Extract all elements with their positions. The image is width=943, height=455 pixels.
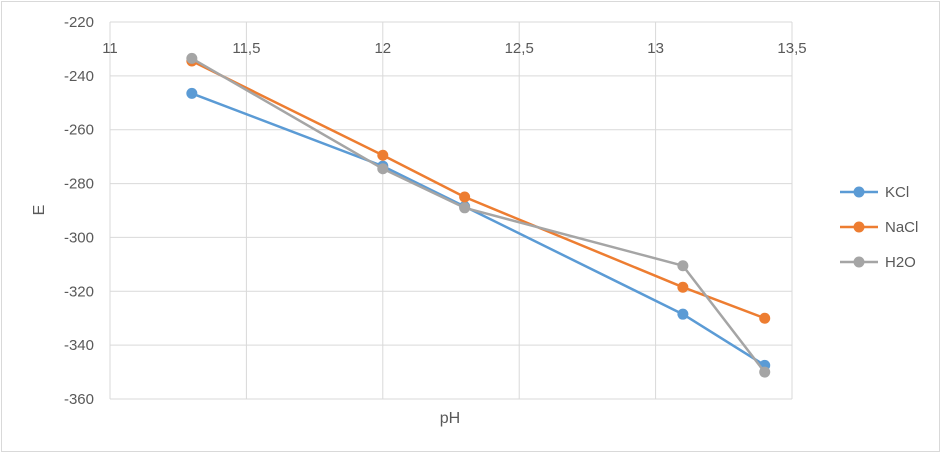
- data-point: [677, 282, 688, 293]
- series-layer: [186, 53, 770, 378]
- legend-item-kcl: KCl: [840, 184, 909, 201]
- data-point: [459, 202, 470, 213]
- legend-item-h2o: H2O: [840, 254, 916, 271]
- legend-marker: [854, 187, 865, 198]
- x-tick-label: 12: [374, 40, 391, 57]
- axis-layer: -220 -240 -260 -280 -300 -320 -340 -360 11 11,5 12…: [64, 14, 807, 408]
- x-axis-title: pH: [440, 410, 460, 427]
- series-kcl: [186, 88, 770, 371]
- legend-label: NaCl: [885, 219, 918, 236]
- x-tick-label: 11,5: [232, 40, 260, 57]
- data-point: [459, 192, 470, 203]
- data-point: [759, 367, 770, 378]
- legend-marker: [854, 257, 865, 268]
- data-point: [186, 88, 197, 99]
- x-tick-label: 11: [102, 40, 118, 57]
- legend-label: H2O: [885, 254, 916, 271]
- y-tick-label: -260: [64, 122, 94, 139]
- data-point: [377, 150, 388, 161]
- series-line: [192, 61, 765, 318]
- x-tick-label: 13,5: [777, 40, 806, 57]
- data-point: [677, 309, 688, 320]
- data-point: [759, 313, 770, 324]
- series-nacl: [186, 56, 770, 324]
- y-tick-label: -220: [64, 14, 94, 31]
- data-point: [377, 163, 388, 174]
- y-tick-label: -360: [64, 391, 94, 408]
- grid-layer: [110, 22, 792, 399]
- y-tick-label: -240: [64, 68, 94, 85]
- y-tick-label: -320: [64, 283, 94, 300]
- series-line: [192, 58, 765, 372]
- y-tick-label: -340: [64, 337, 94, 354]
- x-tick-label: 13: [647, 40, 664, 57]
- legend-marker: [854, 222, 865, 233]
- series-line: [192, 93, 765, 365]
- x-tick-label: 12,5: [505, 40, 534, 57]
- legend: KCl NaCl H2O: [840, 184, 918, 271]
- data-point: [677, 260, 688, 271]
- y-axis-title: E: [31, 205, 48, 216]
- y-tick-label: -280: [64, 176, 94, 193]
- legend-item-nacl: NaCl: [840, 219, 918, 236]
- legend-label: KCl: [885, 184, 909, 201]
- data-point: [186, 53, 197, 64]
- y-tick-label: -300: [64, 229, 94, 246]
